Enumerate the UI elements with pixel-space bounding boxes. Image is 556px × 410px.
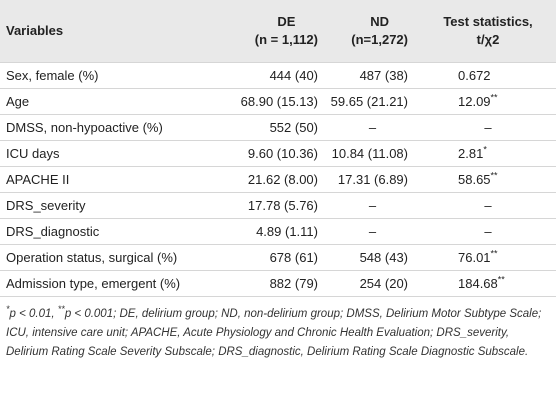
cell: – <box>325 192 420 219</box>
header-line: DE <box>277 14 296 29</box>
table-row: DMSS, non-hypoactive (%) 552 (50) – – <box>0 114 556 141</box>
table-row: Operation status, surgical (%) 678 (61) 54… <box>0 244 556 271</box>
cell: 10.84 (11.08) <box>325 140 420 167</box>
cell: 59.65 (21.21) <box>325 88 420 115</box>
header-text: Variables <box>6 22 63 40</box>
table-row: Age 68.90 (15.13) 59.65 (21.21) 12.09** <box>0 88 556 115</box>
cell: 68.90 (15.13) <box>225 88 325 115</box>
header-line: ND <box>370 14 390 29</box>
header-line: (n=1,272) <box>351 32 408 47</box>
cell: 76.01** <box>420 244 556 271</box>
cell: 12.09** <box>420 88 556 115</box>
cell: 17.31 (6.89) <box>325 166 420 193</box>
cell: 58.65** <box>420 166 556 193</box>
cell: 444 (40) <box>225 62 325 89</box>
cell: 487 (38) <box>325 62 420 89</box>
column-header: Test statistics, t/χ2 <box>420 0 556 63</box>
header-text: Test statistics, t/χ2 <box>443 13 532 49</box>
column-header: ND (n=1,272) <box>325 0 420 63</box>
cell: 678 (61) <box>225 244 325 271</box>
cell: – <box>420 192 556 219</box>
header-line: (n = 1,112) <box>254 32 318 47</box>
column-header: DE (n = 1,112) <box>225 0 325 63</box>
header-row: Variables DE (n = 1,112) ND (n=1,272) Test st… <box>0 0 556 63</box>
cell: 17.78 (5.76) <box>225 192 325 219</box>
row-label: APACHE II <box>0 166 225 193</box>
row-label: Sex, female (%) <box>0 62 225 89</box>
header-text: DE (n = 1,112) <box>255 13 318 49</box>
table-row: DRS_severity 17.78 (5.76) – – <box>0 192 556 219</box>
row-label: DMSS, non-hypoactive (%) <box>0 114 225 141</box>
cell: 254 (20) <box>325 270 420 297</box>
cell: – <box>325 114 420 141</box>
table-row: Sex, female (%) 444 (40) 487 (38) 0.672 <box>0 62 556 89</box>
cell: 21.62 (8.00) <box>225 166 325 193</box>
cell: 4.89 (1.11) <box>225 218 325 245</box>
row-label: Age <box>0 88 225 115</box>
row-label: DRS_severity <box>0 192 225 219</box>
header-line: Test statistics, <box>443 14 533 29</box>
row-label: DRS_diagnostic <box>0 218 225 245</box>
cell: – <box>325 218 420 245</box>
cell: 2.81* <box>420 140 556 167</box>
table-row: ICU days 9.60 (10.36) 10.84 (11.08) 2.81* <box>0 140 556 167</box>
cell: 9.60 (10.36) <box>225 140 325 167</box>
cell: 548 (43) <box>325 244 420 271</box>
table-row: Admission type, emergent (%) 882 (79) 254 … <box>0 270 556 297</box>
header-text: ND (n=1,272) <box>351 13 408 49</box>
table-row: DRS_diagnostic 4.89 (1.11) – – <box>0 218 556 245</box>
cell: 552 (50) <box>225 114 325 141</box>
row-label: ICU days <box>0 140 225 167</box>
data-table: Variables DE (n = 1,112) ND (n=1,272) Test st… <box>0 0 556 297</box>
table-body: Sex, female (%) 444 (40) 487 (38) 0.672 Age 6… <box>0 62 556 297</box>
cell: – <box>420 218 556 245</box>
header-line: t/χ2 <box>476 32 500 47</box>
column-header: Variables <box>0 0 225 63</box>
cell: – <box>420 114 556 141</box>
cell: 184.68** <box>420 270 556 297</box>
cell: 882 (79) <box>225 270 325 297</box>
row-label: Admission type, emergent (%) <box>0 270 225 297</box>
cell: 0.672 <box>420 62 556 89</box>
table-row: APACHE II 21.62 (8.00) 17.31 (6.89) 58.65** <box>0 166 556 193</box>
row-label: Operation status, surgical (%) <box>0 244 225 271</box>
header-line: Variables <box>6 23 64 38</box>
footnote: *p < 0.01, **p < 0.001; DE, delirium gro… <box>6 304 542 358</box>
